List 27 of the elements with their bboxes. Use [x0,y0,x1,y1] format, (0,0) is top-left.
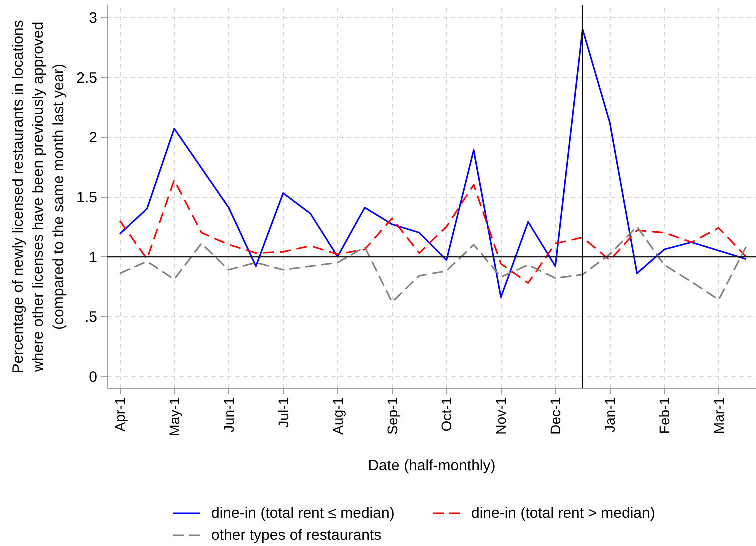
y-tick-label: 1.5 [76,190,98,206]
line-series [119,179,747,284]
line-series [119,28,747,298]
legend-label: dine-in (total rent > median) [472,504,656,522]
x-tick-label: Oct-1 [438,397,455,432]
y-tick-label: 2.5 [76,70,98,87]
x-tick-label: Aug-1 [330,397,346,435]
x-tick-label: Nov-1 [493,397,510,435]
x-tick-label: Jun-1 [220,397,237,433]
y-tick-label: 2 [89,130,98,147]
x-tick-label: Apr-1 [112,397,128,432]
y-tick-label: 1 [89,249,98,266]
legend-label: dine-in (total rent ≤ median) [212,504,396,522]
x-tick-label: Jul-1 [275,397,292,428]
x-tick-label: Jan-1 [602,397,618,433]
x-tick-label: Mar-1 [710,397,727,434]
legend-label: other types of restaurants [212,526,383,544]
line-series [119,226,747,304]
y-axis-title: Percentage of newly licensed restaurants in locations where other licenses have been previously approved (compared to the same month last year) [10,20,68,374]
y-tick-label: 3 [89,10,98,27]
y-tick-label: 0 [89,369,98,386]
x-tick-label: May-1 [166,397,182,436]
x-tick-label: Dec-1 [548,397,564,435]
x-axis-title: Date (half-monthly) [368,457,496,474]
x-tick-label: Sep-1 [384,397,400,435]
y-tick-label: .5 [84,309,98,326]
x-tick-label: Feb-1 [656,397,672,434]
